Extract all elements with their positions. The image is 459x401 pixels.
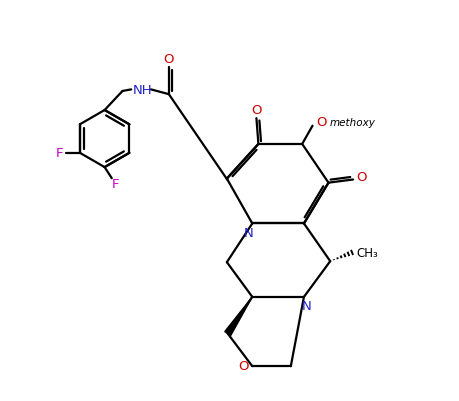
Text: F: F xyxy=(56,147,63,160)
Text: F: F xyxy=(112,178,119,191)
Text: N: N xyxy=(244,226,254,239)
Text: O: O xyxy=(356,170,367,183)
Text: methoxy: methoxy xyxy=(329,117,375,128)
Text: O: O xyxy=(251,104,262,117)
Text: CH₃: CH₃ xyxy=(357,246,379,259)
Polygon shape xyxy=(225,297,252,336)
Text: N: N xyxy=(302,299,312,312)
Text: O: O xyxy=(316,116,327,129)
Text: O: O xyxy=(238,359,249,372)
Text: NH: NH xyxy=(133,84,152,97)
Text: O: O xyxy=(163,53,174,66)
